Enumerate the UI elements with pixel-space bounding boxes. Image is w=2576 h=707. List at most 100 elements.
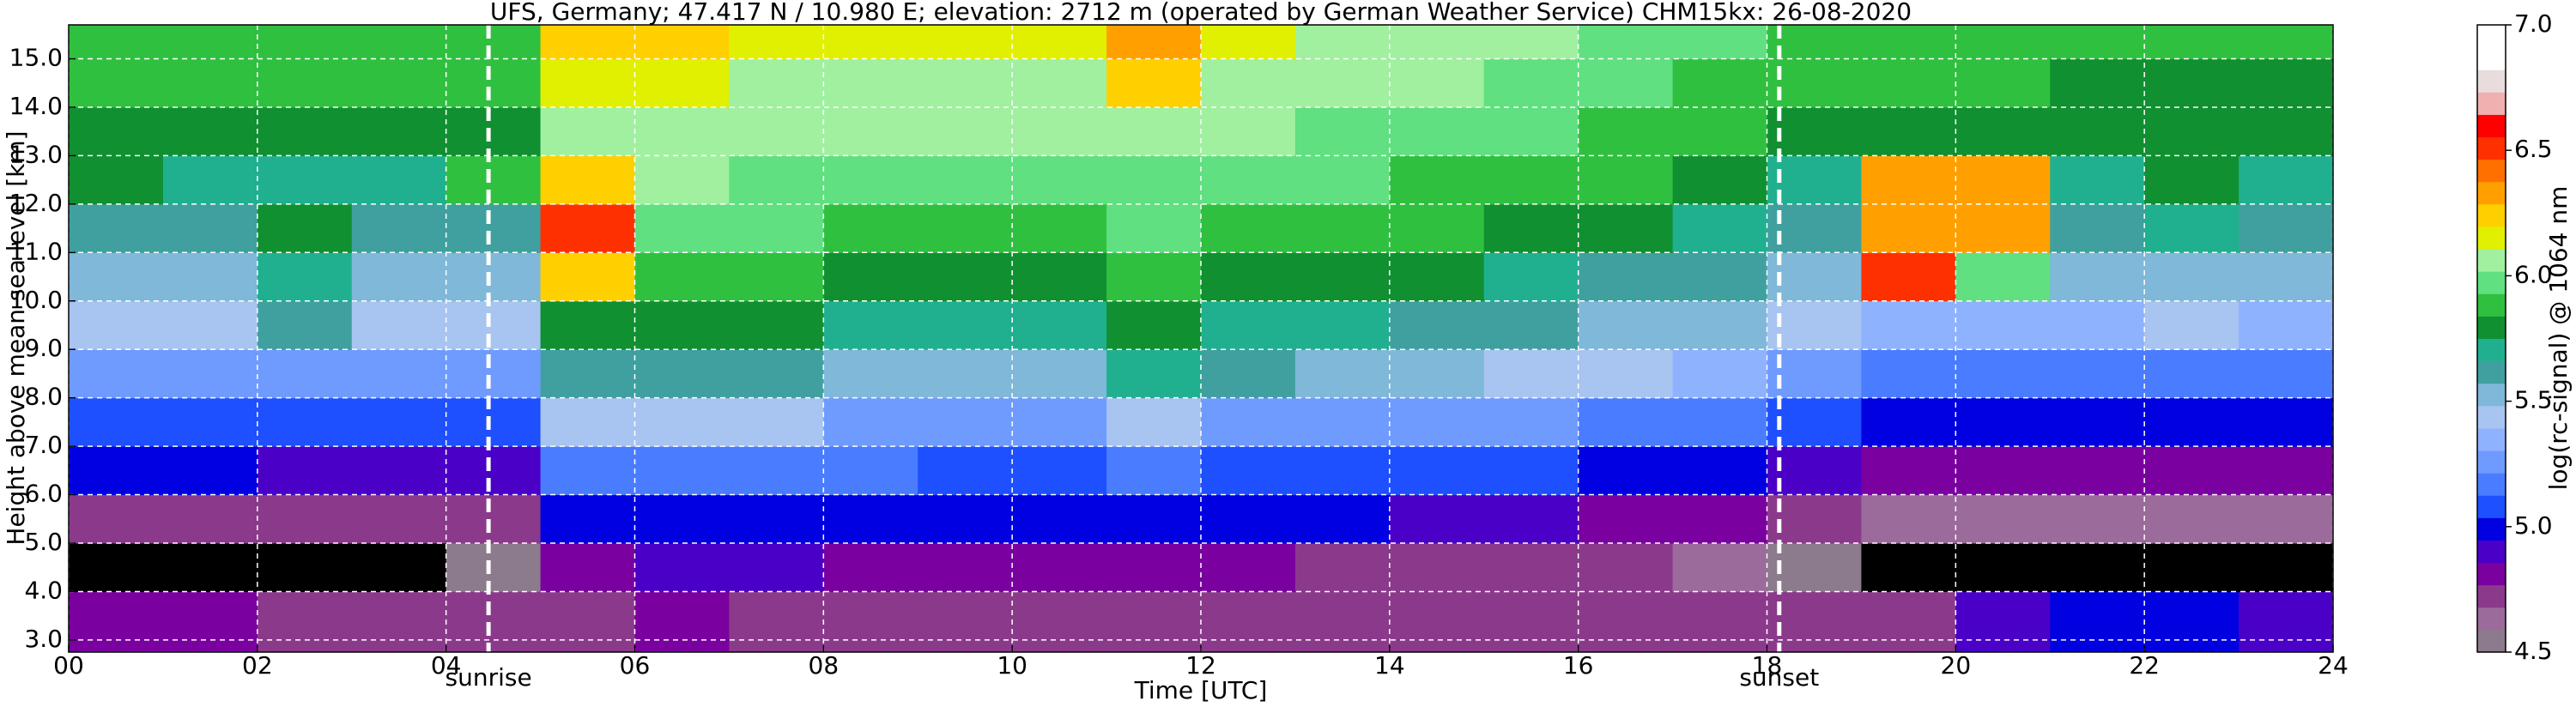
heatmap-cell [1201,106,1296,156]
heatmap-cell [2144,155,2240,205]
heatmap-cell [1672,349,1767,399]
heatmap-cell [445,542,542,592]
heatmap-cell [1955,591,2051,653]
y-axis-label: Height above mean sea level [km] [2,130,30,545]
heatmap-cell [257,203,353,253]
heatmap-cell [2050,591,2145,653]
y-tick-label: 3.0 [24,625,63,653]
heatmap-cell [257,106,353,156]
heatmap-cell [1578,494,1674,544]
colorbar-tick-label: 5.5 [2514,386,2553,414]
heatmap-cell [1861,300,1956,350]
heatmap-cell [1201,203,1296,253]
plot-frame [68,24,2334,653]
colorbar-tick-label: 6.5 [2514,135,2553,163]
heatmap-cell [1672,446,1767,496]
heatmap-cell [257,591,353,653]
heatmap-cell [823,300,918,350]
y-tick-label: 8.0 [24,383,63,411]
colorbar-swatch [2477,226,2506,250]
heatmap-cell [1767,591,1862,653]
heatmap-cell [69,300,164,350]
colorbar-swatch [2477,159,2506,183]
heatmap-cell [2239,155,2334,205]
heatmap-cell [1483,106,1579,156]
heatmap-cell [1578,542,1674,592]
heatmap-cell [162,349,258,399]
heatmap-cell [1106,542,1202,592]
heatmap-cell [634,591,730,653]
heatmap-cell [1672,591,1767,653]
heatmap-cell [162,252,258,302]
heatmap-cell [1012,203,1107,253]
x-tick-label: 02 [242,651,273,680]
heatmap-cell [634,300,730,350]
colorbar-swatch [2477,427,2506,451]
heatmap-cell [1767,58,1862,108]
heatmap-cell [540,155,635,205]
x-tick-label: 12 [1185,651,1216,680]
heatmap-cell [1012,349,1107,399]
heatmap-cell [2239,58,2334,108]
heatmap-cell [257,494,353,544]
heatmap-cell [351,252,447,302]
heatmap-cell [634,349,730,399]
heatmap-cell [634,252,730,302]
heatmap-cell [918,252,1013,302]
heatmap-cell [918,542,1013,592]
heatmap-cell [540,203,635,253]
heatmap-cell [69,446,164,496]
heatmap-cell [540,300,635,350]
heatmap-cell [1672,58,1767,108]
heatmap-cell [918,494,1013,544]
colorbar-swatch [2477,607,2506,631]
heatmap-cell [1294,58,1391,108]
heatmap-cell [2239,397,2334,447]
x-tick-label: 16 [1563,651,1594,680]
heatmap-cell [1578,106,1674,156]
heatmap-cell [1201,591,1296,653]
heatmap-cell [2239,25,2334,60]
heatmap-cell [445,591,542,653]
heatmap-cell [257,349,353,399]
heatmap-cell [634,542,730,592]
heatmap-cell [1106,106,1202,156]
heatmap-cell [1578,25,1674,60]
heatmap-cell [2239,349,2334,399]
heatmap-cell [918,349,1013,399]
heatmap-cell [2239,203,2334,253]
heatmap-cell [634,58,730,108]
heatmap-cell [1294,155,1391,205]
colorbar-swatch [2477,92,2506,115]
chart-title: UFS, Germany; 47.417 N / 10.980 E; eleva… [490,0,1912,26]
heatmap-cell [1012,591,1107,653]
heatmap-cell [2050,397,2145,447]
heatmap-cell [2050,349,2145,399]
heatmap-cell [162,397,258,447]
colorbar-swatch [2477,25,2506,48]
heatmap-cell [2144,106,2240,156]
heatmap-cell [257,58,353,108]
heatmap-cell [351,25,447,60]
heatmap-cell [1483,542,1579,592]
heatmap-cell [823,349,918,399]
heatmap-cell [1767,252,1862,302]
heatmap-cell [2050,300,2145,350]
heatmap-cell [69,252,164,302]
heatmap-cell [1483,25,1579,60]
heatmap-cell [1767,300,1862,350]
heatmap-cell [918,397,1013,447]
colorbar-swatch [2477,383,2506,407]
heatmap-cell [162,591,258,653]
heatmap-cell [1389,155,1485,205]
colorbar-swatch [2477,293,2506,317]
heatmap-cell [351,300,447,350]
heatmap-cell [2144,446,2240,496]
heatmap-cell [1672,106,1767,156]
heatmap-cell [2144,58,2240,108]
heatmap-cell [1861,58,1956,108]
y-tick-label: 5.0 [24,528,63,556]
heatmap-cell [2050,494,2145,544]
colorbar-swatch [2477,181,2506,205]
heatmap-cell [1955,25,2051,60]
